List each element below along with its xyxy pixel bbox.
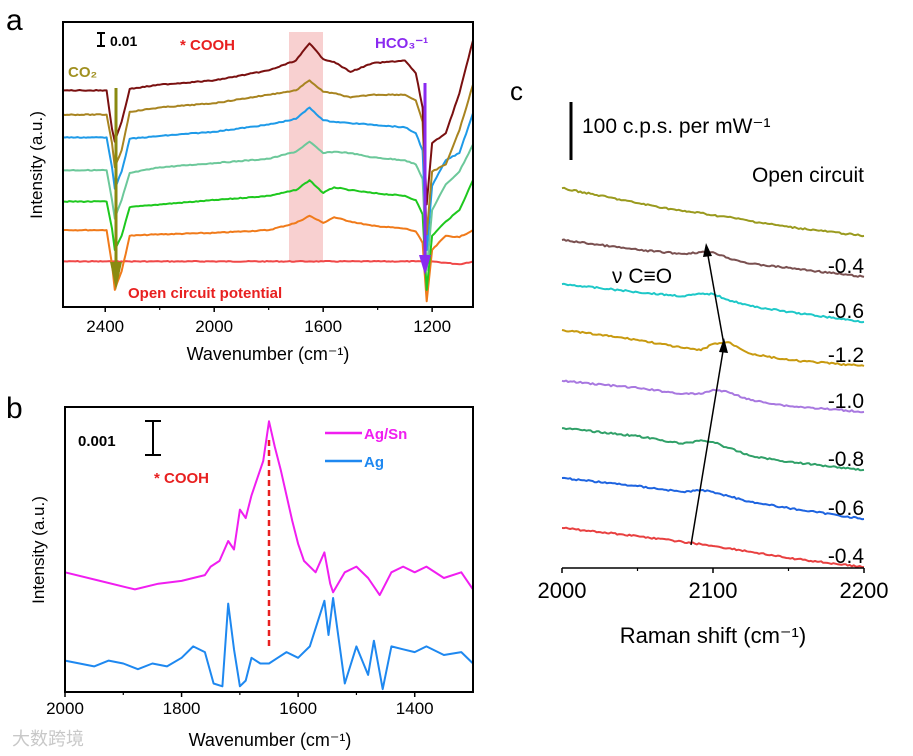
series-a-4: [62, 140, 474, 271]
cooh-highlight-band: [289, 32, 323, 262]
hco3-arrow: [419, 83, 431, 275]
series-label-c-3: -0.6: [828, 300, 864, 323]
cooh-label-b: * COOH: [154, 470, 209, 487]
series-a-2: [62, 214, 474, 303]
y-axis-label-a: Intensity (a.u.): [27, 111, 46, 219]
x-tick-label-b: 1600: [279, 699, 317, 718]
x-tick-label-a: 1600: [304, 317, 342, 336]
cooh-label-a: * COOH: [180, 37, 235, 54]
series-a-5: [62, 106, 474, 251]
series-b-ag: [64, 597, 474, 691]
plot-frame-a: [62, 21, 474, 308]
panel-label-a: a: [6, 4, 23, 37]
vco-shift-arrow: [690, 243, 728, 546]
co2-label: CO₂: [68, 64, 97, 81]
series-a-7: [63, 40, 474, 206]
x-tick-label-a: 2400: [86, 317, 124, 336]
x-axis-label-c: Raman shift (cm⁻¹): [620, 623, 806, 648]
panel-label-b: b: [6, 392, 23, 425]
scale-bar-b: [145, 420, 161, 456]
series-c-4: [561, 329, 865, 367]
series-label-c-7: -0.6: [828, 497, 864, 520]
watermark: 大数跨境: [12, 729, 84, 749]
series-a-3: [63, 179, 474, 291]
series-label-c-6: -0.8: [828, 448, 864, 471]
x-axis-label-b: Wavenumber (cm⁻¹): [189, 730, 352, 750]
series-label-c-2: -0.4: [828, 255, 865, 278]
panel-c: 100 c.p.s. per mW⁻¹ Open circuit -0.4 -0.6…: [538, 102, 889, 648]
panel-label-c: c: [510, 76, 523, 106]
series-label-c-8: -0.4: [828, 545, 865, 568]
series-label-c-5: -1.0: [828, 390, 864, 413]
series-c-8: [561, 526, 865, 569]
series-a-6: [62, 79, 474, 236]
x-tick-label-b: 1400: [396, 699, 434, 718]
vco-label: ν C≡O: [612, 265, 672, 288]
series-label-c-4: -1.2: [828, 344, 864, 367]
panel-a: 2400 2000 1600 1200 0.01 * COOH CO₂ HCO₃⁻¹ …: [27, 21, 474, 364]
x-tick-label-c: 2200: [840, 578, 889, 603]
series-c-1: [561, 186, 865, 238]
series-c-2: [561, 238, 865, 278]
scale-bar-a: [97, 32, 105, 47]
ocp-label: Open circuit potential: [128, 285, 282, 302]
x-tick-label-c: 2100: [689, 578, 738, 603]
series-label-c-1: Open circuit: [752, 164, 864, 187]
x-axis-label-a: Wavenumber (cm⁻¹): [187, 344, 350, 364]
panel-b: 2000 1800 1600 1400 0.001 * COOH Ag/Sn Ag I…: [29, 406, 474, 750]
series-c-7: [561, 476, 865, 521]
series-c-3: [561, 282, 865, 324]
series-c-5: [561, 379, 865, 414]
series-c-6: [561, 427, 865, 472]
x-tick-label-c: 2000: [538, 578, 587, 603]
x-tick-label-b: 1800: [163, 699, 201, 718]
legend: Ag/Sn Ag: [325, 426, 407, 471]
scale-bar-label-b: 0.001: [78, 433, 116, 450]
scale-bar-label-c: 100 c.p.s. per mW⁻¹: [582, 115, 770, 138]
scale-bar-label-a: 0.01: [110, 33, 137, 49]
legend-label-ag-sn: Ag/Sn: [364, 426, 407, 443]
x-tick-label-b: 2000: [46, 699, 84, 718]
co2-arrow: [110, 88, 122, 290]
x-tick-label-a: 1200: [413, 317, 451, 336]
series-a-1: [63, 260, 474, 266]
series-b-ag-sn: [64, 420, 474, 597]
legend-label-ag: Ag: [364, 454, 384, 471]
plot-frame-b: [64, 406, 474, 693]
x-tick-label-a: 2000: [195, 317, 233, 336]
hco3-label: HCO₃⁻¹: [375, 35, 428, 52]
y-axis-label-b: Intensity (a.u.): [29, 496, 48, 604]
